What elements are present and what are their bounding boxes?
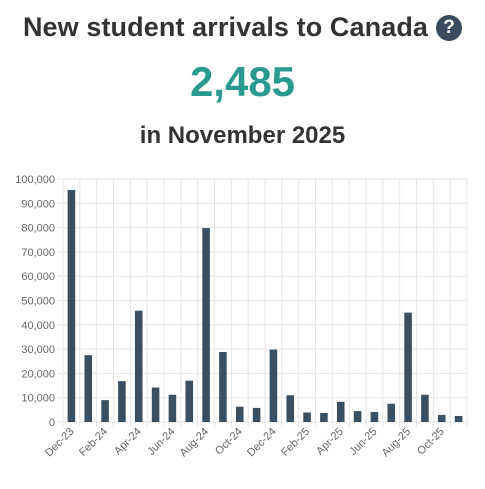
x-tick-label: Dec-24: [245, 426, 279, 460]
x-tick-label: Oct-24: [213, 426, 245, 458]
y-tick-label: 70,000: [21, 247, 55, 259]
arrivals-count: 2,485: [189, 58, 296, 105]
period-label: in November 2025: [139, 122, 346, 149]
bar-jan-25: [286, 395, 295, 422]
bar-mar-24: [118, 381, 126, 422]
y-tick-label: 20,000: [21, 368, 55, 380]
y-tick-label: 30,000: [21, 344, 55, 356]
chart-header: New student arrivals to Canada ?: [0, 12, 485, 43]
bar-nov-24: [252, 407, 261, 422]
y-tick-label: 40,000: [21, 320, 55, 332]
bar-aug-25: [404, 312, 412, 422]
x-tick-label: Jun-25: [347, 426, 379, 458]
y-tick-label: 90,000: [21, 198, 55, 210]
bar-jan-24: [84, 355, 93, 422]
chart-title: New student arrivals to Canada: [22, 12, 429, 42]
bar-chart-svg: 0 10,000 20,000 30,000 40,000 50,000 60,000 70,…: [15, 174, 468, 460]
bar-apr-24: [134, 310, 143, 422]
bar-jun-24: [168, 394, 177, 422]
bar-dec-24: [269, 349, 278, 422]
x-tick-label: Feb-24: [77, 426, 110, 459]
y-tick-label: 10,000: [21, 393, 55, 405]
x-tick-label: Aug-25: [380, 426, 414, 460]
y-tick-label: 50,000: [21, 296, 55, 308]
bar-may-25: [353, 411, 362, 422]
bar-mar-25: [320, 413, 328, 422]
bar-sep-25: [421, 394, 429, 422]
y-tick-label: 0: [49, 417, 55, 429]
x-tick-label: Feb-25: [279, 426, 312, 459]
bar-dec-23: [67, 189, 76, 422]
bar-jun-25: [370, 412, 379, 422]
question-circle-icon[interactable]: ?: [436, 14, 463, 41]
y-tick-label: 80,000: [21, 223, 55, 235]
bar-oct-25: [437, 414, 446, 422]
bar-sep-24: [219, 352, 227, 422]
bar-aug-24: [202, 228, 210, 422]
bar-may-24: [151, 387, 160, 422]
x-tick-label: Oct-25: [415, 426, 447, 458]
bar-nov-25: [454, 415, 463, 422]
y-tick-label: 60,000: [21, 271, 55, 283]
x-tick-label: Apr-24: [112, 426, 144, 458]
title-row: New student arrivals to Canada ?: [22, 12, 463, 43]
bar-chart: 0 10,000 20,000 30,000 40,000 50,000 60,000 70,…: [0, 165, 485, 484]
bar-feb-25: [303, 412, 311, 422]
bar-jul-25: [387, 403, 396, 422]
bar-oct-24: [235, 406, 244, 422]
x-tick-label: Aug-24: [178, 426, 212, 460]
bar-apr-25: [336, 401, 345, 422]
y-tick-label: 100,000: [15, 174, 55, 186]
x-tick-label: Apr-25: [314, 426, 346, 458]
x-tick-label: Dec-23: [43, 426, 77, 460]
bar-feb-24: [101, 400, 109, 422]
x-tick-label: Jun-24: [145, 426, 177, 458]
bar-jul-24: [185, 380, 194, 422]
